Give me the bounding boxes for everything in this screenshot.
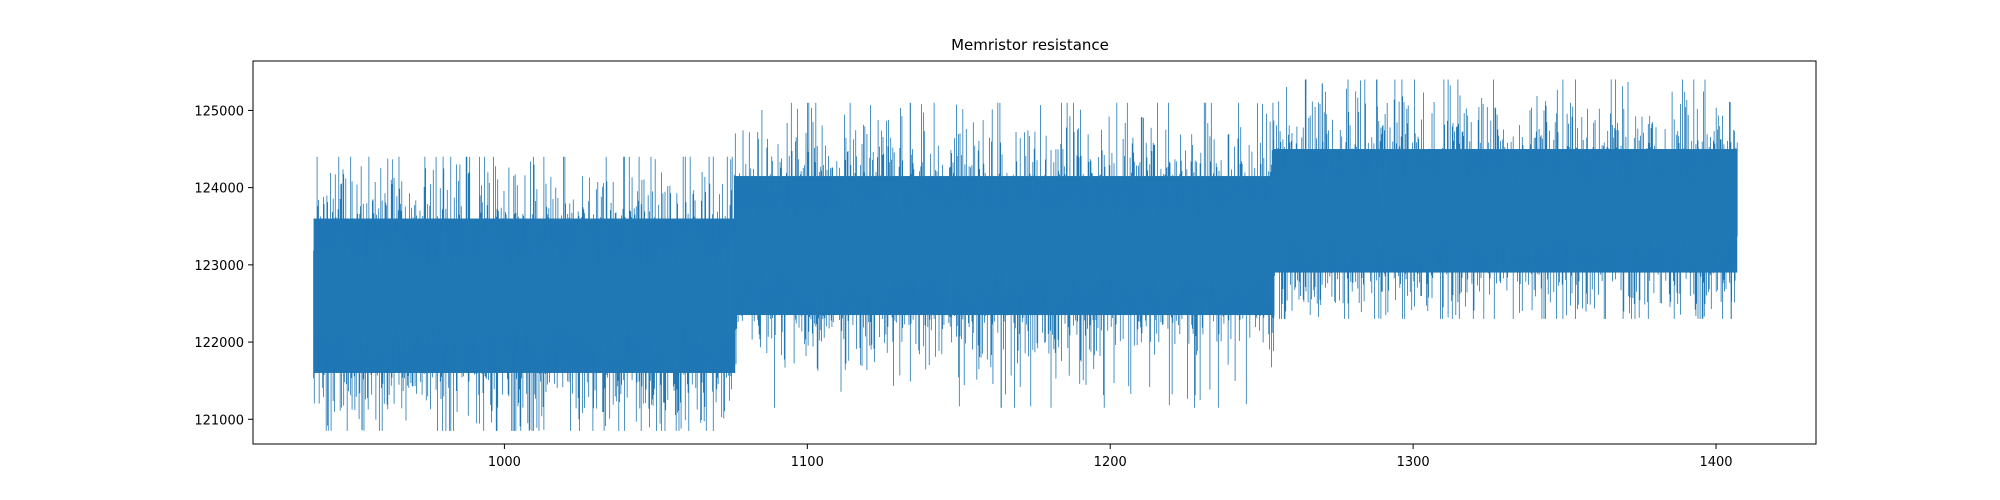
series-segment-1 — [313, 156, 735, 431]
x-tick-label: 1300 — [1397, 455, 1430, 470]
y-tick-label: 121000 — [194, 413, 244, 428]
series-segment-2 — [734, 102, 1275, 408]
series-noise — [313, 156, 735, 431]
x-tick-label: 1100 — [791, 455, 824, 470]
x-tick-label: 1000 — [488, 455, 521, 470]
series-segment-3 — [1273, 79, 1738, 319]
x-tick-label: 1200 — [1094, 455, 1127, 470]
y-tick-label: 122000 — [194, 336, 244, 351]
chart-title: Memristor resistance — [951, 36, 1109, 54]
x-tick-label: 1400 — [1699, 455, 1732, 470]
y-tick-label: 125000 — [194, 104, 244, 119]
plot-area — [313, 79, 1738, 431]
axes-frame — [252, 60, 1817, 445]
y-tick-label: 123000 — [194, 259, 244, 274]
y-tick-label: 124000 — [194, 182, 244, 197]
axes: 1000 1100 1200 1300 1400 121000 122000 123000 12… — [194, 60, 1817, 470]
